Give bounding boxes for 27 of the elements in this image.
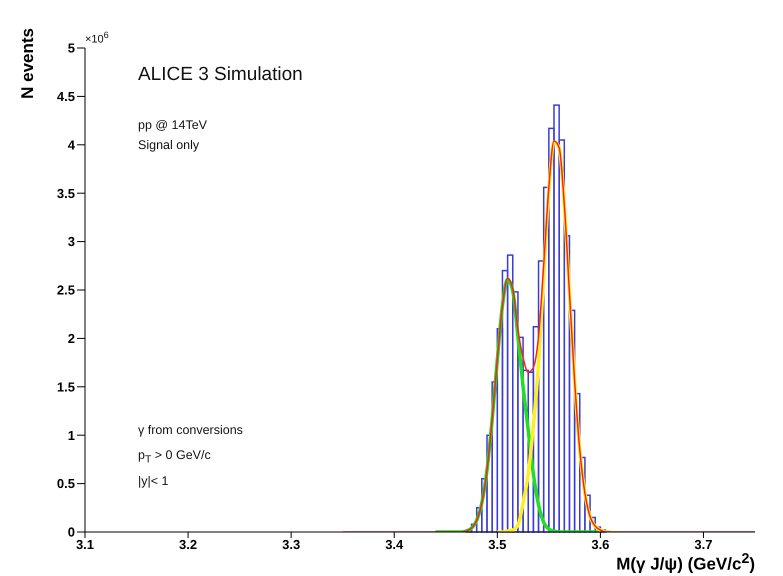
annotation: ALICE 3 Simulation [138,64,303,86]
x-tick-label: 3.3 [282,537,300,552]
annotation: pp @ 14TeV [138,118,207,132]
annotation: |y|< 1 [138,474,168,488]
x-tick-label: 3.6 [591,537,610,552]
y-tick-label: 3.5 [56,186,75,201]
x-tick-label: 3.2 [179,537,198,552]
y-tick-label: 5 [68,40,75,56]
x-tick-label: 3.5 [488,537,506,552]
y-tick-label: 4 [68,137,76,152]
y-tick-label: 2 [68,331,75,346]
x-tick-label: 3.7 [694,537,712,552]
y-tick-label: 4.5 [56,89,75,104]
x-tick-label: 3.4 [385,537,404,552]
x-axis-title: M(γ J/ψ) (GeV/c$^{2}$) [616,551,755,575]
y-tick-label: 3 [68,234,75,250]
text: ×10$^{6}$ [85,30,109,46]
annotation: p$_{T}$ > 0 GeV/c [138,448,211,466]
y-axis-title: N events [18,28,38,101]
y-tick-label: 2.5 [56,282,75,298]
x-tick-label: 3.1 [76,537,94,552]
y-tick-label: 0.5 [56,476,75,492]
annotation: Signal only [138,138,200,152]
y-tick-label: 1 [68,428,75,443]
y-tick-label: 1.5 [56,379,75,394]
y-tick-label: 0 [68,524,75,540]
annotation: γ from conversions [138,423,243,437]
